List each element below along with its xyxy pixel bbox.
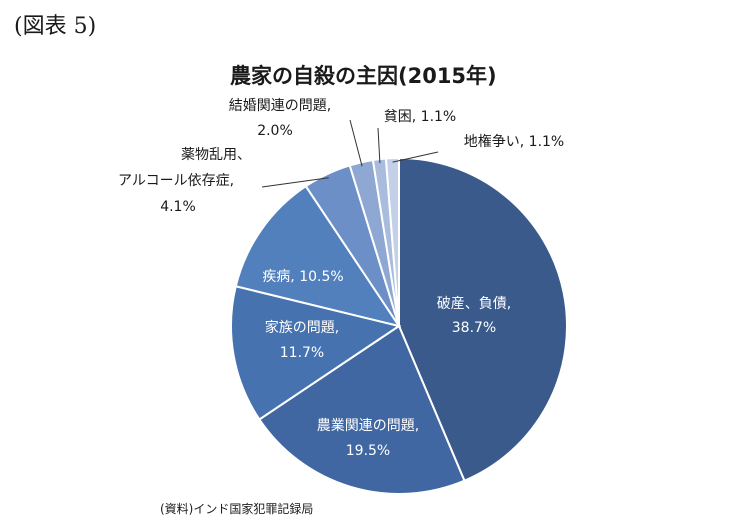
slice-value-substance: 4.1% — [160, 199, 196, 215]
slice-label-substance-2: アルコール依存症, — [118, 173, 234, 189]
slice-label-substance-1: 薬物乱用、 — [181, 147, 251, 163]
pie-slice-illness — [234, 184, 402, 328]
source-note: (資料)インド国家犯罪記録局 — [160, 502, 314, 516]
slice-label-illness: 疾病, 10.5% — [262, 269, 343, 285]
slice-value-family: 11.7% — [280, 345, 324, 361]
pie-slice-family — [230, 285, 402, 421]
leader-lines — [261, 119, 439, 188]
slice-label-marriage: 結婚関連の問題, — [229, 98, 331, 114]
slice-value-debt: 38.7% — [452, 320, 496, 336]
leader-line-land — [392, 151, 439, 163]
chart-title: 農家の自殺の主因(2015年) — [230, 64, 497, 88]
slice-label-debt: 破産、負債, — [437, 296, 511, 312]
pie-slice-agri — [257, 324, 466, 495]
pie-slices — [230, 156, 568, 495]
slice-label-agri: 農業関連の問題, — [317, 418, 419, 434]
leader-line-poverty — [377, 127, 381, 164]
slice-value-agri: 19.5% — [346, 443, 390, 459]
slice-label-poverty: 貧困, 1.1% — [384, 109, 456, 125]
pie-slice-land — [384, 156, 400, 327]
slice-value-marriage: 2.0% — [257, 123, 293, 139]
leader-line-substance — [261, 177, 329, 188]
leader-line-marriage — [349, 119, 363, 167]
slice-label-family: 家族の問題, — [265, 319, 339, 336]
pie-slice-debt — [398, 156, 568, 483]
slice-label-land: 地権争い, 1.1% — [464, 133, 564, 150]
figure-label: (図表 5) — [14, 14, 97, 39]
